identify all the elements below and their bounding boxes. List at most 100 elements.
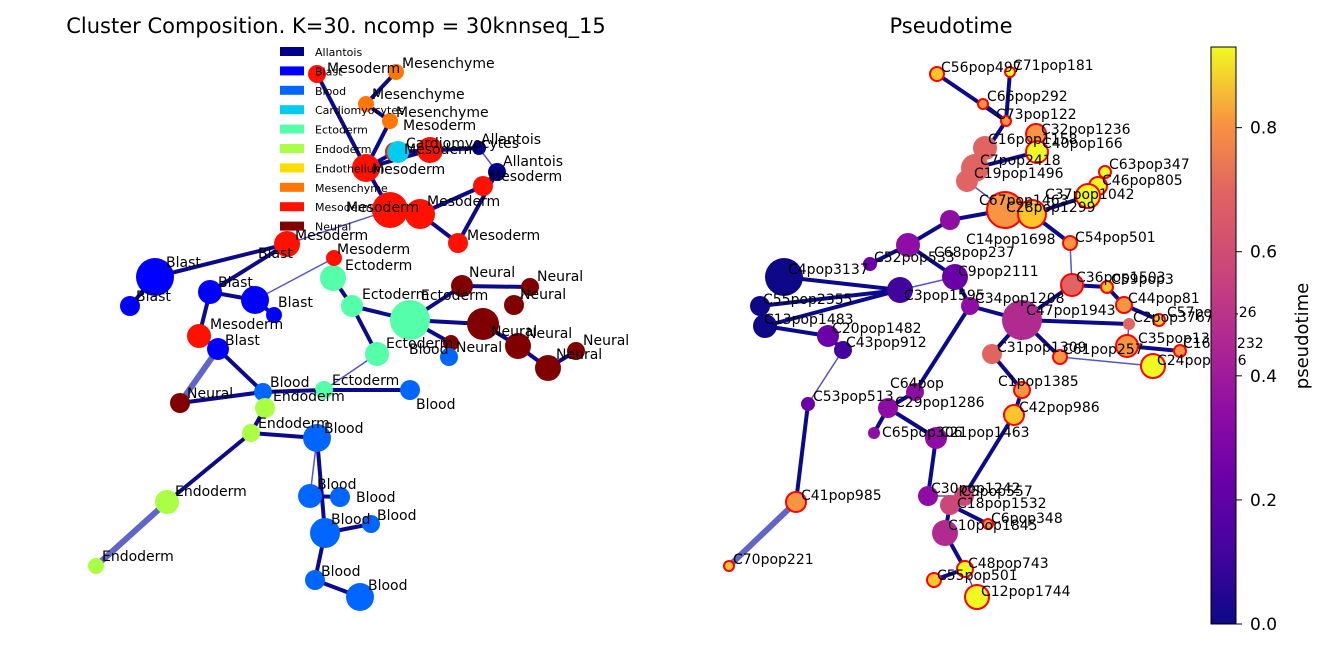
cluster-node-neural bbox=[521, 278, 539, 296]
pseudotime-node bbox=[878, 398, 898, 418]
legend-swatch bbox=[280, 182, 304, 192]
pseudotime-node bbox=[1025, 140, 1049, 164]
cluster-node-blood bbox=[400, 380, 420, 400]
graph-edge bbox=[286, 209, 391, 245]
pseudotime-node-label: C56pop497 bbox=[941, 60, 1022, 76]
cluster-node-label: Blood bbox=[331, 512, 371, 528]
pseudotime-node bbox=[982, 344, 1002, 364]
cluster-node-neural bbox=[567, 342, 585, 360]
pseudotime-node-label: C65pop306 bbox=[882, 425, 963, 441]
pseudotime-node bbox=[863, 257, 877, 271]
pseudotime-node-label: C73pop122 bbox=[996, 107, 1077, 123]
cluster-node-label: Mesoderm bbox=[327, 61, 400, 77]
legend-swatch bbox=[280, 66, 304, 76]
pseudotime-node-label: C40pop166 bbox=[1042, 136, 1123, 152]
cluster-node-ectoderm bbox=[315, 381, 333, 399]
colorbar-tick-label: 0.6 bbox=[1250, 243, 1277, 263]
pseudotime-node-label: C13pop1483 bbox=[764, 312, 854, 328]
graph-edge bbox=[153, 242, 289, 279]
pseudotime-node-label: C59pop3 bbox=[1111, 272, 1174, 288]
graph-edge bbox=[763, 288, 902, 328]
legend-entry: Blast bbox=[315, 65, 343, 78]
cluster-node-label: Neural bbox=[469, 265, 515, 281]
legend: Allantois Blast Blood Cardiomyocytes Ectoder… bbox=[280, 46, 404, 234]
pseudotime-node bbox=[940, 495, 960, 515]
cluster-node-cardiomyocytes bbox=[387, 141, 409, 163]
pseudotime-node bbox=[964, 584, 990, 610]
cluster-node-label: Cardiomyocytes bbox=[406, 136, 519, 152]
right-chart-title: Pseudotime bbox=[889, 14, 1012, 38]
pseudotime-node-label: C3pop1595 bbox=[904, 288, 985, 304]
pseudotime-node-label: C19pop1496 bbox=[974, 166, 1064, 182]
cluster-node-blast bbox=[120, 296, 140, 316]
legend-swatch bbox=[280, 144, 304, 153]
legend-swatch bbox=[280, 202, 304, 212]
pseudotime-node bbox=[1062, 235, 1078, 251]
pseudotime-node bbox=[1115, 296, 1133, 314]
pseudotime-node-label: C52pop533 bbox=[874, 250, 955, 266]
pseudotime-node bbox=[868, 427, 880, 439]
pseudotime-node-label: C43pop912 bbox=[846, 335, 927, 351]
graph-edge bbox=[782, 275, 902, 292]
pseudotime-node-label: C28pop1299 bbox=[1006, 200, 1096, 216]
cluster-node-mesoderm bbox=[274, 231, 300, 257]
cluster-node-label: Mesenchyme bbox=[396, 105, 489, 121]
pseudotime-node bbox=[785, 491, 807, 513]
pseudotime-node bbox=[887, 277, 913, 303]
right-nodes bbox=[723, 66, 1187, 610]
pseudotime-node-label: C20pop1482 bbox=[832, 321, 922, 337]
cluster-node-neural bbox=[443, 335, 459, 351]
colorbar-tick-label: 0.8 bbox=[1250, 119, 1277, 139]
pseudotime-node-label: C41pop985 bbox=[801, 488, 882, 504]
pseudotime-node bbox=[1140, 353, 1166, 379]
legend-entry: Cardiomyocytes bbox=[315, 104, 404, 117]
cluster-node-label: Blood bbox=[324, 421, 364, 437]
cluster-node-blood bbox=[310, 518, 340, 548]
cluster-node-label: Endoderm bbox=[175, 484, 247, 500]
cluster-node-endoderm bbox=[155, 490, 179, 514]
pseudotime-node bbox=[1002, 300, 1042, 340]
cluster-node-blast bbox=[136, 258, 174, 296]
pseudotime-node-label: C42pop986 bbox=[1019, 400, 1100, 416]
cluster-node-label: Endoderm bbox=[273, 389, 345, 405]
pseudotime-node-label: C2pop3767 bbox=[1133, 310, 1214, 326]
cluster-node-label: Blood bbox=[377, 508, 417, 524]
cluster-node-label: Neural bbox=[537, 269, 583, 285]
graph-edge bbox=[962, 413, 1016, 498]
legend-entry: Mesoderm bbox=[315, 201, 373, 214]
pseudotime-node bbox=[1000, 115, 1012, 127]
cluster-node-label: Blast bbox=[225, 333, 260, 349]
cluster-node-allantois bbox=[488, 163, 506, 181]
pseudotime-node-label: C53pop513 bbox=[813, 389, 894, 405]
graph-edge-trunk bbox=[726, 499, 799, 569]
graph-edge-trunk bbox=[177, 347, 221, 405]
cluster-node-label: Blast bbox=[218, 275, 253, 291]
cluster-node-mesenchyme bbox=[358, 96, 374, 112]
pseudotime-node-label: C61pop257 bbox=[1063, 342, 1144, 358]
cluster-node-neural bbox=[170, 393, 190, 413]
cluster-node-blood bbox=[303, 424, 331, 452]
pseudotime-node-label: C63pop347 bbox=[1109, 157, 1190, 173]
cluster-node-label: Neural bbox=[520, 287, 566, 303]
pseudotime-node-label: C4pop3137 bbox=[788, 262, 869, 278]
cluster-node-blast bbox=[241, 286, 269, 314]
cluster-node-ectoderm bbox=[365, 342, 389, 366]
cluster-node-label: Blood bbox=[368, 578, 408, 594]
cluster-node-label: Mesoderm bbox=[210, 317, 283, 333]
pseudotime-node bbox=[1173, 344, 1187, 358]
pseudotime-node-label: C16pop1158 bbox=[988, 132, 1078, 148]
cluster-node-label: Neural bbox=[526, 326, 572, 342]
cluster-node-endoderm bbox=[242, 424, 260, 442]
graph-edge bbox=[208, 242, 289, 294]
graph-edge bbox=[758, 288, 902, 308]
pseudotime-node bbox=[977, 98, 989, 110]
cluster-node-neural bbox=[451, 275, 473, 297]
cluster-node-label: Blast bbox=[278, 295, 313, 311]
pseudotime-node bbox=[723, 560, 735, 572]
pseudotime-node bbox=[925, 427, 947, 449]
cluster-node-mesoderm bbox=[352, 154, 380, 182]
cluster-node-mesoderm bbox=[417, 137, 443, 163]
pseudotime-node-label: C10pop1845 bbox=[948, 518, 1038, 534]
legend-swatch bbox=[280, 124, 304, 134]
